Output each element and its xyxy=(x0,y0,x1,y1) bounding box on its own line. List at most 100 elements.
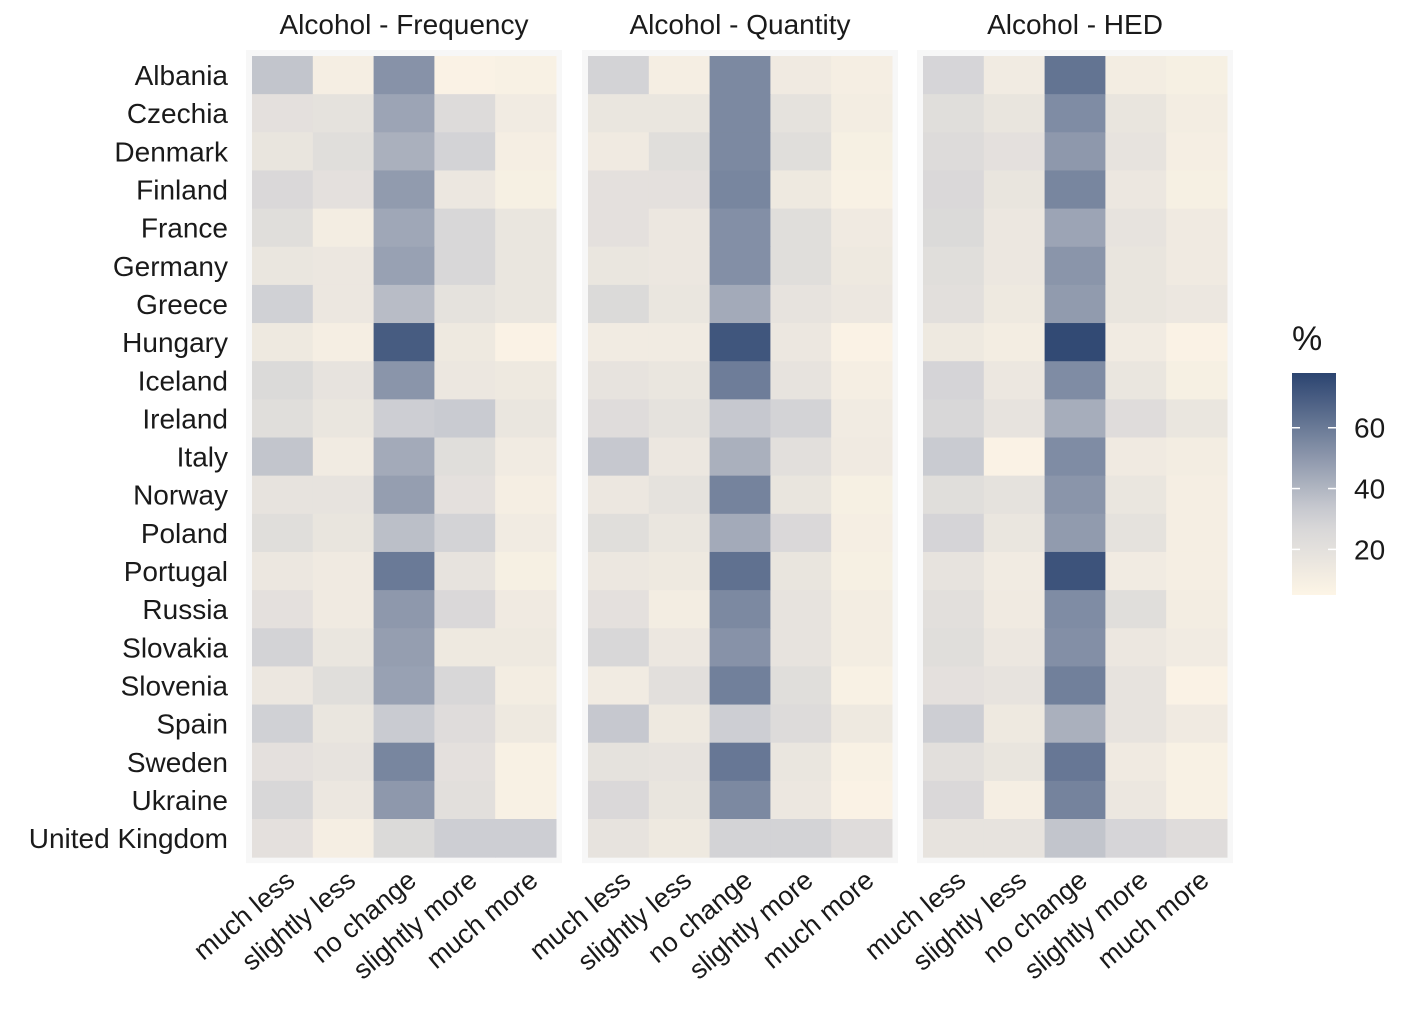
heatmap-cell xyxy=(434,780,496,820)
heatmap-cell xyxy=(373,399,435,438)
heatmap-cell xyxy=(648,170,711,210)
heatmap-cell xyxy=(831,94,893,133)
heatmap-cell xyxy=(831,284,893,324)
heatmap-cell xyxy=(1105,94,1167,133)
legend-tick-label: 60 xyxy=(1354,413,1385,444)
heatmap-cell xyxy=(312,132,375,171)
legend-colorbar xyxy=(1292,373,1336,595)
heatmap-cell xyxy=(434,323,496,362)
heatmap-cell xyxy=(709,628,771,667)
heatmap-cell xyxy=(648,780,711,820)
heatmap-cell xyxy=(831,208,893,248)
heatmap-cell xyxy=(373,437,435,477)
heatmap-cell xyxy=(770,208,832,248)
heatmap-cell xyxy=(1044,513,1106,553)
heatmap-cell xyxy=(373,819,435,858)
heatmap-cell xyxy=(709,437,771,477)
heatmap-cell xyxy=(495,208,557,248)
heatmap-cell xyxy=(312,704,375,744)
heatmap-cell xyxy=(983,704,1046,744)
heatmap-cell xyxy=(1044,437,1106,477)
heatmap-cell xyxy=(252,170,314,210)
heatmap-cell xyxy=(1105,323,1167,362)
heatmap-cell xyxy=(588,170,650,210)
heatmap-cell xyxy=(312,513,375,553)
heatmap-cell xyxy=(588,132,650,171)
heatmap-cell xyxy=(923,170,985,210)
heatmap-cell xyxy=(312,94,375,133)
heatmap-cell xyxy=(495,590,557,629)
heatmap-cell xyxy=(373,513,435,553)
panel-title: Alcohol - Frequency xyxy=(279,9,528,40)
heatmap-cell xyxy=(588,704,650,744)
heatmap-cell xyxy=(434,513,496,553)
heatmap-cell xyxy=(709,94,771,133)
heatmap-cell xyxy=(588,628,650,667)
heatmap-cell xyxy=(983,437,1046,477)
heatmap-cell xyxy=(1166,399,1228,438)
heatmap-cell xyxy=(648,666,711,706)
heatmap-cell xyxy=(252,132,314,171)
heatmap-cell xyxy=(495,94,557,133)
y-tick-label: Poland xyxy=(141,518,228,549)
heatmap-cell xyxy=(434,208,496,248)
heatmap-cell xyxy=(648,819,711,858)
heatmap-cell xyxy=(831,742,893,782)
heatmap-cell xyxy=(312,819,375,858)
heatmap-cell xyxy=(588,475,650,515)
heatmap-cell xyxy=(770,170,832,210)
heatmap-cell xyxy=(434,361,496,400)
y-tick-label: Czechia xyxy=(127,98,229,129)
heatmap-cell xyxy=(312,551,375,591)
heatmap-cell xyxy=(831,170,893,210)
heatmap-cell xyxy=(983,666,1046,706)
heatmap-cell xyxy=(588,94,650,133)
heatmap-cell xyxy=(831,399,893,438)
heatmap-cell xyxy=(831,323,893,362)
heatmap-cell xyxy=(1166,323,1228,362)
heatmap-cell xyxy=(709,399,771,438)
heatmap-cell xyxy=(1105,780,1167,820)
heatmap-cell xyxy=(709,742,771,782)
heatmap-cell xyxy=(1044,704,1106,744)
heatmap-cell xyxy=(923,246,985,286)
heatmap-cell xyxy=(588,399,650,438)
heatmap-cell xyxy=(923,628,985,667)
heatmap-cell xyxy=(648,551,711,591)
heatmap-cell xyxy=(770,284,832,324)
heatmap-cell xyxy=(373,208,435,248)
heatmap-cell xyxy=(588,361,650,400)
heatmap-cell xyxy=(373,132,435,171)
heatmap-cell xyxy=(495,361,557,400)
heatmap-cell xyxy=(252,475,314,515)
heatmap-cell xyxy=(923,56,985,95)
heatmap-cell xyxy=(1105,742,1167,782)
heatmap-cell xyxy=(373,742,435,782)
heatmap-cell xyxy=(588,208,650,248)
heatmap-cell xyxy=(831,56,893,95)
heatmap-cell xyxy=(495,666,557,706)
heatmap-cell xyxy=(252,94,314,133)
heatmap-cell xyxy=(770,361,832,400)
heatmap-cell xyxy=(923,208,985,248)
heatmap-cell xyxy=(1166,704,1228,744)
heatmap-cell xyxy=(709,513,771,553)
heatmap-cell xyxy=(1044,399,1106,438)
heatmap-cell xyxy=(648,361,711,400)
heatmap-cell xyxy=(923,704,985,744)
legend-tick-label: 40 xyxy=(1354,474,1385,505)
heatmap-cell xyxy=(831,704,893,744)
heatmap-cell xyxy=(1166,437,1228,477)
heatmap-cell xyxy=(312,361,375,400)
heatmap-cell xyxy=(770,590,832,629)
heatmap-cell xyxy=(831,590,893,629)
heatmap-cell xyxy=(588,437,650,477)
heatmap-cell xyxy=(1105,628,1167,667)
heatmap-cell xyxy=(252,742,314,782)
heatmap-cell xyxy=(709,819,771,858)
y-tick-label: Greece xyxy=(136,289,228,320)
heatmap-cell xyxy=(312,475,375,515)
heatmap-cell xyxy=(373,666,435,706)
heatmap-cell xyxy=(831,666,893,706)
heatmap-cell xyxy=(1166,742,1228,782)
